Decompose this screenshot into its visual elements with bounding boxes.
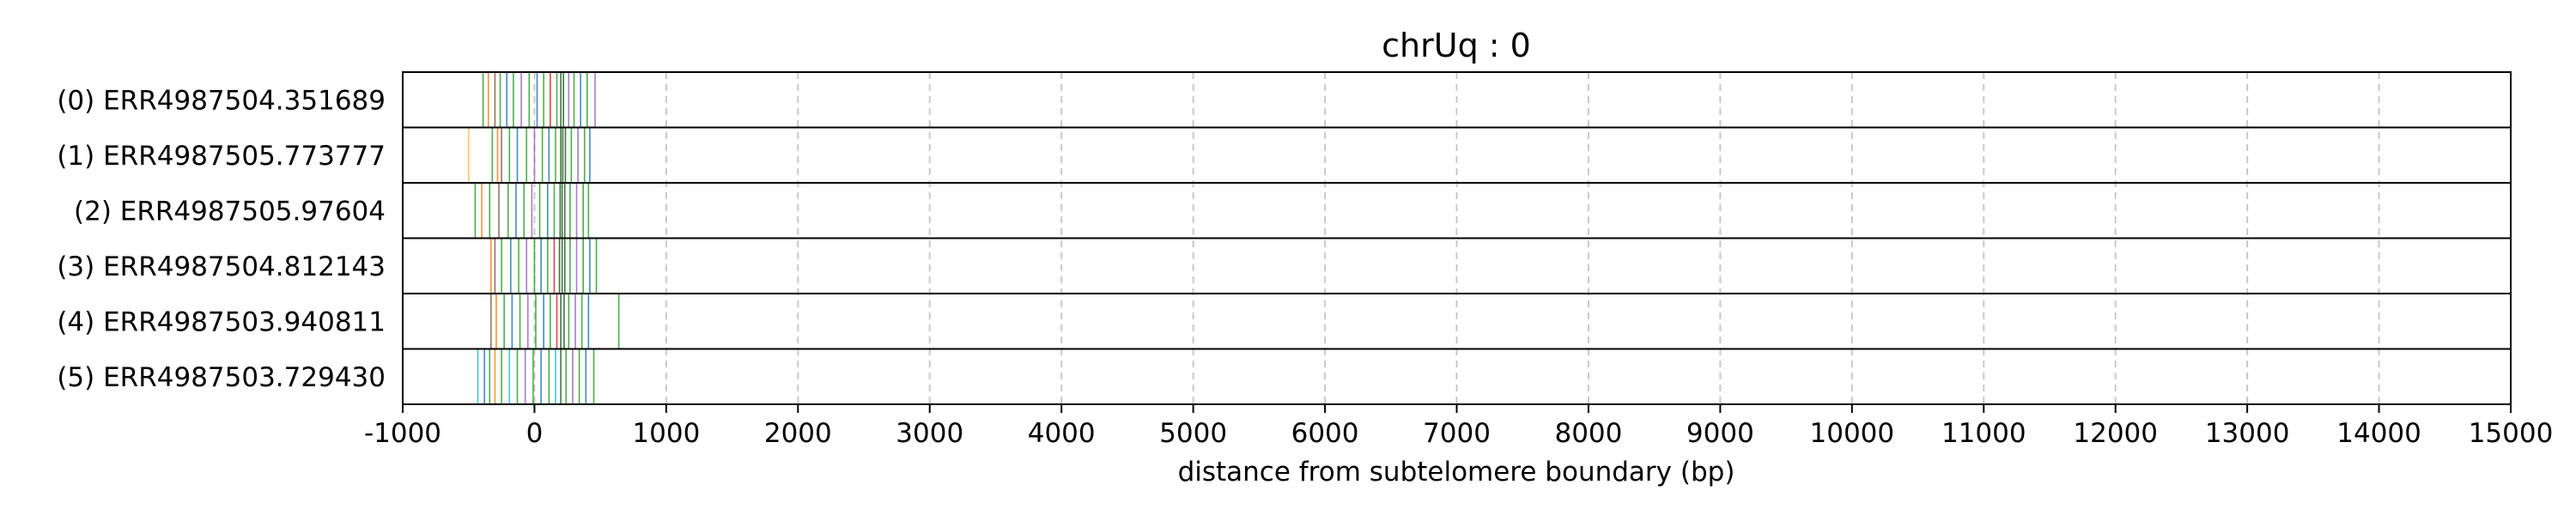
x-tick-label: 9000 (1686, 418, 1754, 449)
x-tick-label: 15000 (2469, 418, 2554, 449)
read-label: (0) ERR4987504.351689 (57, 85, 386, 116)
x-axis-ticks: -1000 0 1000 2000 3000 4000 5000 6000 7000 8000 90… (364, 404, 2553, 449)
read-label: (2) ERR4987505.97604 (74, 196, 386, 227)
read-tracks (402, 71, 2512, 405)
read-labels: (0) ERR4987504.351689 (1) ERR4987505.7737… (57, 85, 386, 393)
x-tick-label: -1000 (364, 418, 441, 449)
x-tick-label: 0 (526, 418, 544, 449)
read-label: (1) ERR4987505.773777 (57, 141, 386, 172)
chart-title: chrUq : 0 (1382, 27, 1531, 64)
x-axis-label: distance from subtelomere boundary (bp) (1178, 457, 1735, 488)
x-tick-label: 3000 (896, 418, 963, 449)
x-tick-label: 11000 (1941, 418, 2026, 449)
x-tick-label: 2000 (764, 418, 832, 449)
x-tick-label: 1000 (632, 418, 700, 449)
x-tick-label: 6000 (1291, 418, 1359, 449)
x-tick-label: 10000 (1810, 418, 1895, 449)
x-tick-label: 5000 (1159, 418, 1227, 449)
x-tick-label: 8000 (1554, 418, 1622, 449)
x-tick-label: 7000 (1423, 418, 1491, 449)
x-tick-label: 14000 (2336, 418, 2421, 449)
read-label: (3) ERR4987504.812143 (57, 251, 386, 282)
x-tick-label: 4000 (1028, 418, 1096, 449)
x-tick-label: 13000 (2205, 418, 2290, 449)
read-label: (5) ERR4987503.729430 (57, 362, 386, 393)
read-label: (4) ERR4987503.940811 (57, 306, 386, 337)
x-tick-label: 12000 (2073, 418, 2158, 449)
